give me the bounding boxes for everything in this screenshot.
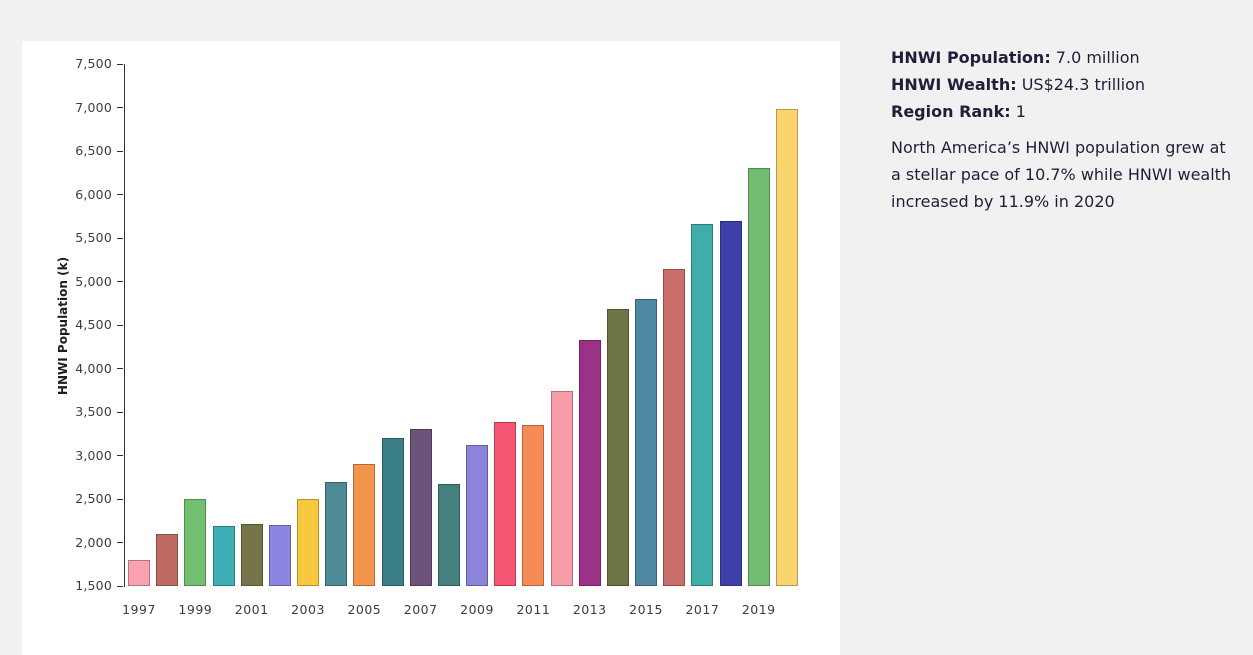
bar-2014[interactable] — [606, 309, 629, 586]
x-tick-label: 2019 — [741, 602, 776, 617]
x-tick-label: 2011 — [516, 602, 551, 617]
x-tick-label: 2017 — [685, 602, 720, 617]
stat-value: 7.0 million — [1050, 48, 1140, 67]
description-line: North America’s HNWI population grew at — [891, 138, 1226, 157]
y-tick-mark — [117, 324, 123, 326]
y-tick-label: 3,000 — [75, 447, 112, 463]
y-tick-mark — [117, 281, 123, 282]
bar-2007[interactable] — [409, 429, 432, 586]
bar-1999[interactable] — [184, 499, 207, 586]
y-tick-label: 7,000 — [75, 99, 112, 115]
y-tick-label: 1,500 — [75, 578, 112, 593]
bar-2004[interactable] — [325, 481, 348, 586]
y-tick-label: 3,500 — [75, 404, 112, 419]
x-tick-label: 2003 — [291, 602, 325, 617]
y-tick-mark — [117, 150, 123, 152]
bar-2012[interactable] — [550, 391, 573, 586]
y-tick-label: 5,500 — [75, 230, 112, 245]
bar-1998[interactable] — [156, 533, 179, 586]
description-line: a stellar pace of 10.7% while HNWI wealt… — [891, 165, 1232, 184]
bar-2001[interactable] — [240, 524, 263, 586]
stat-label: HNWI Wealth: — [891, 75, 1017, 94]
y-tick-label: 5,000 — [75, 273, 112, 289]
bar-2011[interactable] — [522, 425, 545, 586]
bar-2000[interactable] — [212, 526, 235, 586]
x-tick-label: 2009 — [460, 602, 494, 617]
stat-line: HNWI Wealth: US$24.3 trillion — [891, 71, 1253, 98]
y-tick-label: 2,500 — [75, 491, 112, 506]
bar-2019[interactable] — [747, 168, 770, 586]
y-tick-label: 2,000 — [75, 534, 112, 550]
stat-line: HNWI Population: 7.0 million — [891, 44, 1253, 71]
region-description: North America’s HNWI population grew at a… — [891, 134, 1253, 215]
y-tick-label: 6,500 — [75, 143, 112, 158]
bar-2020[interactable] — [775, 109, 798, 586]
bar-2003[interactable] — [297, 499, 320, 586]
description-line: increased by 11.9% in 2020 — [891, 192, 1115, 211]
bar-2002[interactable] — [268, 525, 291, 586]
y-tick-label: 4,500 — [75, 317, 112, 332]
bar-2017[interactable] — [691, 224, 714, 586]
bar-2013[interactable] — [578, 339, 601, 586]
y-tick-mark — [117, 63, 123, 65]
plot-area — [124, 64, 824, 586]
info-panel: HNWI Population: 7.0 million HNWI Wealth:… — [891, 44, 1253, 215]
x-tick-label: 2007 — [403, 602, 438, 617]
x-tick-label: 1997 — [122, 602, 156, 617]
y-tick-label: 7,500 — [75, 56, 112, 71]
stat-label: Region Rank: — [891, 102, 1011, 121]
bar-chart: HNWI Population (k) 1,500 2,000 2,500 3,000… — [22, 41, 840, 655]
x-tick-label: 2005 — [347, 602, 382, 617]
stats-list: HNWI Population: 7.0 million HNWI Wealth:… — [891, 44, 1253, 125]
y-axis-line — [124, 64, 125, 587]
bar-1997[interactable] — [128, 559, 150, 586]
stat-value: 1 — [1010, 102, 1026, 121]
x-tick-label: 2013 — [572, 602, 607, 617]
y-tick-mark — [117, 498, 123, 500]
bar-2006[interactable] — [381, 438, 404, 586]
stat-line: Region Rank: 1 — [891, 98, 1253, 125]
x-tick-label: 2001 — [234, 602, 269, 617]
y-tick-mark — [117, 411, 123, 413]
y-tick-mark — [117, 368, 123, 369]
bar-2008[interactable] — [437, 484, 460, 586]
bar-2016[interactable] — [663, 268, 686, 586]
stat-label: HNWI Population: — [891, 48, 1051, 67]
y-tick-mark — [117, 107, 123, 108]
bar-2015[interactable] — [635, 298, 658, 586]
bar-2005[interactable] — [353, 464, 376, 586]
y-tick-mark — [117, 585, 123, 587]
y-tick-mark — [117, 455, 123, 456]
y-tick-mark — [117, 237, 123, 239]
y-tick-label: 4,000 — [75, 360, 112, 376]
chart-card: HNWI Population (k) 1,500 2,000 2,500 3,000… — [22, 41, 840, 655]
y-tick-mark — [117, 194, 123, 195]
x-tick-label: 1999 — [178, 602, 213, 617]
bar-2009[interactable] — [466, 445, 489, 586]
bar-2018[interactable] — [719, 220, 742, 586]
y-tick-mark — [117, 542, 123, 543]
x-tick-label: 2015 — [629, 602, 663, 617]
stat-value: US$24.3 trillion — [1016, 75, 1146, 94]
y-tick-label: 6,000 — [75, 186, 112, 202]
bar-2010[interactable] — [494, 421, 517, 586]
